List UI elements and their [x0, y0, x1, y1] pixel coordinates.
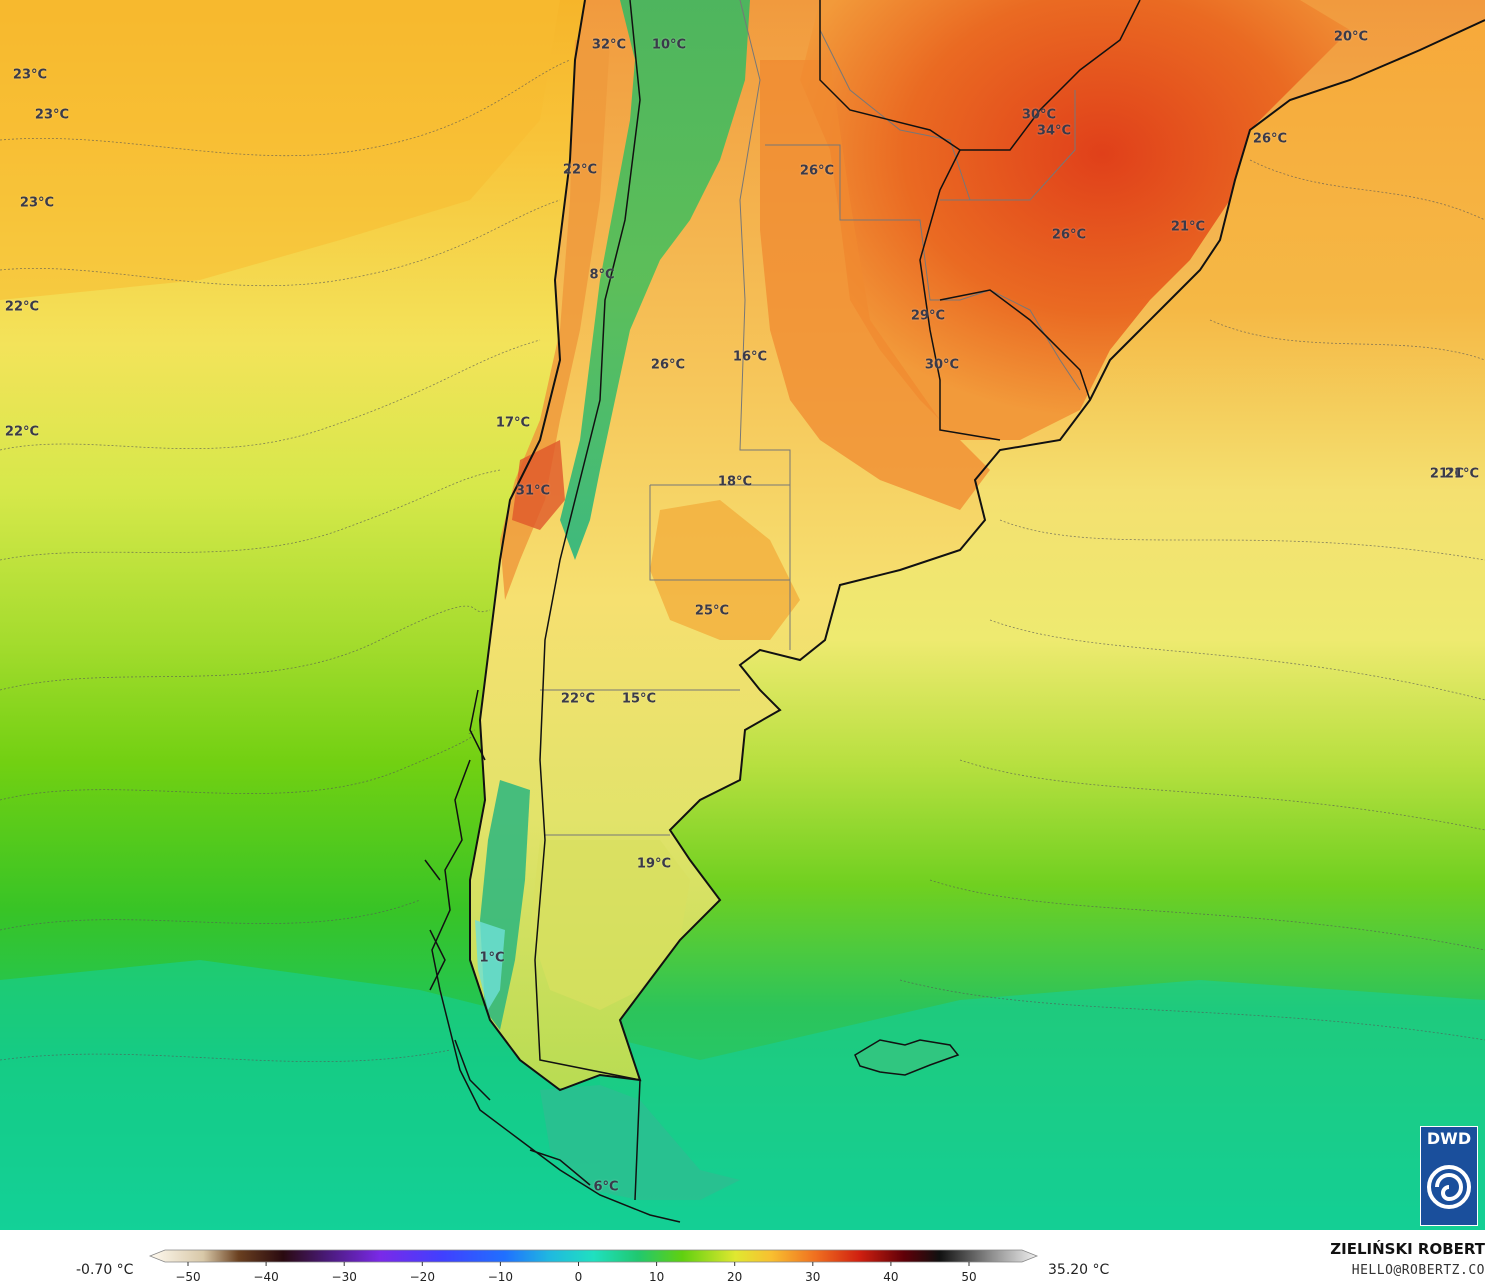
temperature-label: 26°C: [1252, 131, 1288, 147]
temperature-label: 8°C: [589, 267, 615, 283]
legend-tick-label: 0: [575, 1270, 583, 1284]
temperature-label: 17°C: [495, 415, 531, 431]
temperature-label: 10°C: [651, 37, 687, 53]
author-credit: ZIELIŃSKI ROBERT: [1330, 1240, 1485, 1258]
temperature-label: 20°C: [1333, 29, 1369, 45]
legend-tick-label: 10: [649, 1270, 664, 1284]
colorbar-gradient: [148, 1249, 1039, 1263]
legend-ticks: −50 −40 −30 −20 −10 0 10 20 30 40 50: [175, 1262, 977, 1284]
chaco-warm-region: [760, 60, 990, 510]
temperature-label: 22°C: [4, 299, 40, 315]
temperature-label: 22°C: [560, 691, 596, 707]
borders: [540, 0, 1081, 836]
legend-tick-label: −10: [488, 1270, 513, 1284]
map-canvas: [0, 0, 1485, 1230]
legend-tick-label: 50: [961, 1270, 976, 1284]
temperature-label: 26°C: [650, 357, 686, 373]
legend-tick-label: −40: [253, 1270, 278, 1284]
temperature-label: 21°C: [1444, 466, 1480, 482]
temperature-map: 23°C 23°C 23°C 22°C 22°C 32°C 10°C 22°C 8°C 26°C 3…: [0, 0, 1485, 1230]
hot-interior: [800, 0, 1350, 440]
legend-min-value: -0.70 °C: [76, 1262, 134, 1278]
temperature-label: 22°C: [4, 424, 40, 440]
legend-tick-label: 40: [883, 1270, 898, 1284]
falkland-islands: [854, 1039, 960, 1076]
temperature-label: 23°C: [12, 67, 48, 83]
temperature-label: 18°C: [717, 474, 753, 490]
temperature-label: 6°C: [593, 1179, 619, 1195]
temperature-label: 1°C: [479, 950, 505, 966]
contour-lines: [0, 59, 1485, 1062]
legend-tick-label: −30: [332, 1270, 357, 1284]
tierra-del-fuego: [540, 1085, 740, 1200]
southern-cool-band: [0, 960, 1485, 1230]
pampas-warm-area: [650, 500, 800, 640]
andes-high-ice: [475, 920, 505, 1010]
swirl-icon: [1427, 1165, 1471, 1209]
andes-cordillera: [560, 0, 750, 560]
temperature-label: 26°C: [799, 163, 835, 179]
temperature-label: 21°C: [1429, 466, 1465, 482]
chilean-fjords: [424, 689, 681, 1223]
temperature-label: 23°C: [34, 107, 70, 123]
chile-hot-spot: [512, 440, 565, 530]
coastline: [469, 0, 1485, 1092]
legend-tick-label: −20: [410, 1270, 435, 1284]
pacific-warm-band: [0, 0, 560, 300]
legend-tick-label: −50: [175, 1270, 200, 1284]
temperature-label: 25°C: [694, 603, 730, 619]
temperature-label: 29°C: [910, 308, 946, 324]
temperature-label: 22°C: [562, 162, 598, 178]
temperature-label: 19°C: [636, 856, 672, 872]
patagonia-mild: [530, 840, 690, 1010]
temperature-label: 30°C: [924, 357, 960, 373]
temperature-label: 31°C: [515, 483, 551, 499]
legend-tick-label: 30: [805, 1270, 820, 1284]
legend-colorbar: −50 −40 −30 −20 −10 0 10 20 30 40 50: [148, 1249, 1039, 1284]
south-america-land: [470, 0, 1485, 1090]
temperature-label: 34°C: [1036, 123, 1072, 139]
temperature-label: 26°C: [1051, 227, 1087, 243]
temperature-label: 30°C: [1021, 107, 1057, 123]
temperature-label: 16°C: [732, 349, 768, 365]
dwd-logo-text: DWD: [1426, 1129, 1472, 1148]
temperature-label: 21°C: [1170, 219, 1206, 235]
legend-max-value: 35.20 °C: [1048, 1262, 1110, 1278]
author-email[interactable]: HELLO@ROBERTZ.CO: [1351, 1263, 1485, 1278]
temperature-label: 23°C: [19, 195, 55, 211]
dwd-logo: DWD: [1420, 1126, 1478, 1226]
temperature-label: 15°C: [621, 691, 657, 707]
temperature-label: 32°C: [591, 37, 627, 53]
national-borders: [534, 0, 1141, 1201]
legend-tick-label: 20: [727, 1270, 742, 1284]
legend: −50 −40 −30 −20 −10 0 10 20 30 40 50: [0, 1230, 1485, 1287]
